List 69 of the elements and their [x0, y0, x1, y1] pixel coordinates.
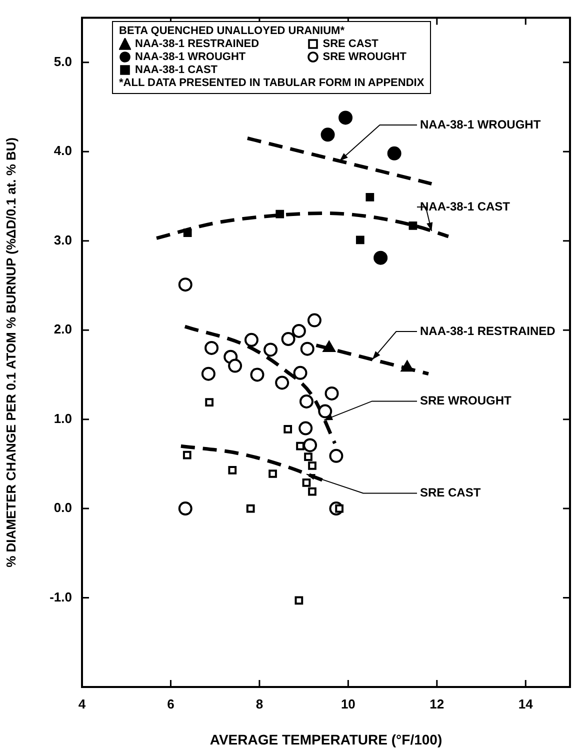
- point: [308, 487, 316, 496]
- y-tick-label: 4.0: [54, 143, 72, 158]
- point: [338, 110, 353, 125]
- text: SRE CAST: [420, 486, 482, 500]
- x-tick-label: 12: [430, 696, 444, 712]
- point: [324, 386, 339, 400]
- point: [298, 421, 313, 436]
- point: [302, 478, 311, 487]
- point: [366, 192, 374, 202]
- y-tick-label: -1.0: [50, 589, 72, 604]
- point: [294, 596, 304, 605]
- point: [276, 210, 284, 218]
- point: [228, 358, 242, 373]
- point: [400, 360, 414, 372]
- legend-label: SRE WROUGHT: [322, 50, 406, 64]
- point: [356, 236, 364, 244]
- x-axis-title: AVERAGE TEMPERATURE (°F/100): [210, 731, 442, 748]
- point: [228, 466, 237, 474]
- point: [201, 366, 216, 381]
- point: [264, 342, 278, 357]
- point: [293, 366, 308, 380]
- point: [307, 313, 322, 328]
- x-tick-label: 10: [340, 696, 356, 712]
- text: NAA-38-1 WROUGHT: [420, 117, 542, 132]
- point: [308, 462, 316, 470]
- y-tick-label: 3.0: [54, 232, 72, 248]
- legend-title: BETA QUENCHED UNALLOYED URANIUM*: [119, 24, 346, 38]
- x-tick-label: 6: [167, 696, 174, 712]
- legend-label: SRE CAST: [322, 38, 378, 51]
- legend-label: NAA-38-1 WROUGHT: [135, 50, 246, 64]
- legend-label: NAA-38-1 RESTRAINED: [135, 38, 260, 51]
- point: [205, 398, 214, 407]
- point: [304, 452, 312, 461]
- point: [292, 324, 306, 338]
- point: [246, 504, 255, 513]
- x-tick-label: 4: [78, 696, 86, 712]
- point: [275, 376, 290, 390]
- point: [299, 394, 314, 408]
- point: [284, 424, 292, 434]
- point: [408, 222, 418, 230]
- point: [244, 332, 258, 347]
- y-tick-label: 2.0: [54, 322, 72, 337]
- point: [182, 450, 192, 460]
- point: [300, 342, 314, 356]
- point: [374, 250, 388, 265]
- point: [320, 128, 335, 142]
- point: [387, 146, 402, 160]
- legend-label: NAA-38-1 CAST: [135, 64, 218, 77]
- point: [178, 502, 192, 516]
- series-label: NAA-38-1 CAST: [420, 199, 511, 214]
- point: [268, 470, 277, 478]
- point: [183, 228, 192, 238]
- point: [250, 368, 264, 382]
- text: SRE WROUGHT: [420, 394, 512, 408]
- y-tick-label: 1.0: [54, 410, 72, 426]
- point: [303, 438, 318, 452]
- point: [178, 278, 192, 292]
- x-tick-label: 14: [518, 696, 534, 712]
- point: [318, 404, 332, 418]
- y-tick-label: 0.0: [54, 500, 72, 516]
- x-tick-label: 8: [256, 696, 264, 712]
- annotation: *ALL DATA PRESENTED IN TABULAR FORM IN APPENDIX: [119, 76, 424, 90]
- y-tick-label: 5.0: [54, 54, 72, 69]
- point: [204, 340, 219, 355]
- text: NAA-38-1 RESTRAINED: [420, 324, 556, 338]
- point: [281, 332, 296, 346]
- y-axis-title: % DIAMETER CHANGE PER 0.1 ATOM % BURNUP (%ΔD/0.1 at. % BU): [3, 137, 18, 568]
- point: [329, 448, 344, 463]
- point: [296, 442, 304, 450]
